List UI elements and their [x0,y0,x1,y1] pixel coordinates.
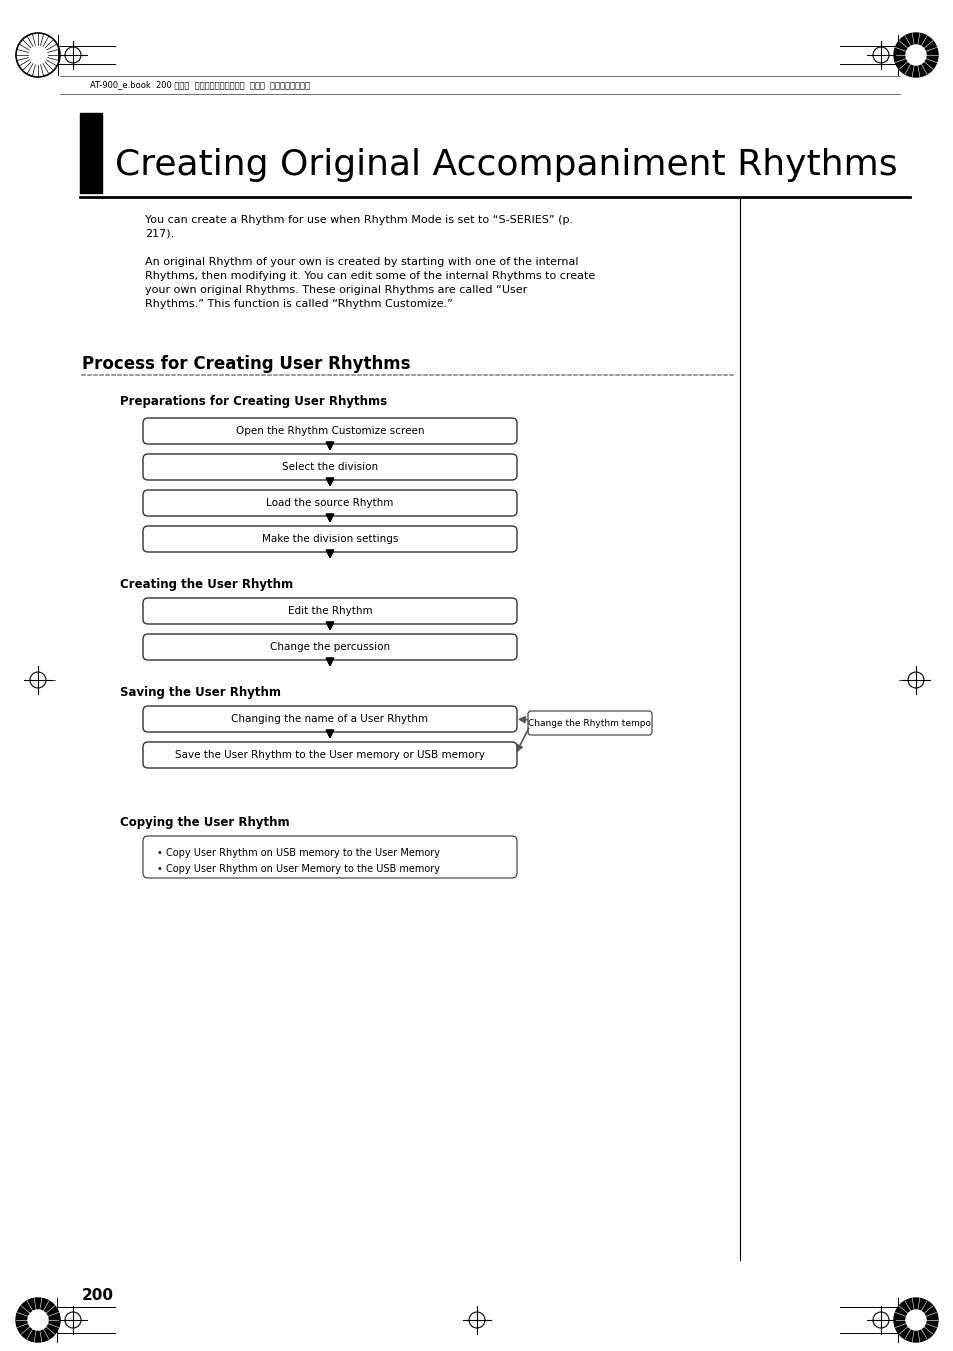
FancyBboxPatch shape [143,742,517,767]
Text: You can create a Rhythm for use when Rhythm Mode is set to “S-SERIES” (p.
217).: You can create a Rhythm for use when Rhy… [145,215,573,239]
Text: Save the User Rhythm to the User memory or USB memory: Save the User Rhythm to the User memory … [174,750,484,761]
Circle shape [28,1310,48,1329]
Text: 200: 200 [82,1288,113,1302]
Text: Change the Rhythm tempo: Change the Rhythm tempo [528,719,651,727]
Bar [80,113,102,193]
Text: Process for Creating User Rhythms: Process for Creating User Rhythms [82,355,410,373]
FancyBboxPatch shape [143,707,517,732]
Circle shape [893,32,937,77]
Circle shape [16,1298,60,1342]
FancyBboxPatch shape [143,634,517,661]
Text: Preparations for Creating User Rhythms: Preparations for Creating User Rhythms [120,394,387,408]
Circle shape [905,1310,925,1329]
FancyBboxPatch shape [143,526,517,553]
Circle shape [905,45,925,65]
Text: • Copy User Rhythm on User Memory to the USB memory: • Copy User Rhythm on User Memory to the… [157,865,439,874]
Text: Change the percussion: Change the percussion [270,642,390,653]
FancyBboxPatch shape [143,417,517,444]
Text: Edit the Rhythm: Edit the Rhythm [288,607,372,616]
Text: Load the source Rhythm: Load the source Rhythm [266,499,394,508]
Text: Creating Original Accompaniment Rhythms: Creating Original Accompaniment Rhythms [115,149,897,182]
Text: Copying the User Rhythm: Copying the User Rhythm [120,816,290,830]
FancyBboxPatch shape [527,711,651,735]
Text: Saving the User Rhythm: Saving the User Rhythm [120,686,281,698]
FancyBboxPatch shape [143,454,517,480]
Circle shape [893,1298,937,1342]
Text: Changing the name of a User Rhythm: Changing the name of a User Rhythm [232,713,428,724]
FancyBboxPatch shape [143,490,517,516]
Text: An original Rhythm of your own is created by starting with one of the internal
R: An original Rhythm of your own is create… [145,257,595,309]
FancyBboxPatch shape [143,836,517,878]
Text: Make the division settings: Make the division settings [261,534,397,544]
FancyBboxPatch shape [143,598,517,624]
Text: Open the Rhythm Customize screen: Open the Rhythm Customize screen [235,426,424,436]
Text: Select the division: Select the division [282,462,377,471]
Text: Creating the User Rhythm: Creating the User Rhythm [120,578,293,590]
Text: AT-900_e.book  200 ページ  ２００８年９月１６日  火曜日  午前１０時３８分: AT-900_e.book 200 ページ ２００８年９月１６日 火曜日 午前１… [90,81,310,89]
Text: • Copy User Rhythm on USB memory to the User Memory: • Copy User Rhythm on USB memory to the … [157,848,439,858]
